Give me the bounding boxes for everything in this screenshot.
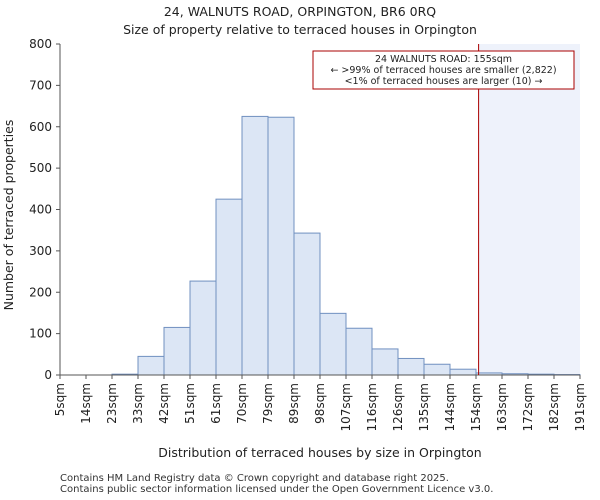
histogram-bar (397, 357, 425, 376)
footer: Contains HM Land Registry data © Crown c… (60, 473, 493, 495)
x-tick-label: 144sqm (443, 383, 457, 431)
x-tick-label: 61sqm (209, 383, 223, 424)
y-tick-label: 300 (29, 244, 52, 258)
x-tick-label: 172sqm (521, 383, 535, 431)
y-tick-label: 400 (29, 203, 52, 217)
y-axis-label: Number of terraced properties (1, 120, 16, 311)
x-tick-label: 107sqm (339, 383, 353, 431)
annotation-box (312, 50, 575, 90)
x-tick-label: 33sqm (131, 383, 145, 424)
y-tick-label: 500 (29, 161, 52, 175)
annotation-line: 24 WALNUTS ROAD: 155sqm (375, 54, 512, 65)
x-tick-label: 42sqm (157, 383, 171, 424)
chart-title-block: 24, WALNUTS ROAD, ORPINGTON, BR6 0RQ Siz… (0, 3, 600, 39)
histogram-bar (189, 280, 217, 376)
histogram-bar (319, 312, 347, 376)
y-tick-label: 700 (29, 78, 52, 92)
footer-line-2: Contains public sector information licen… (60, 484, 494, 495)
x-tick-label: 89sqm (287, 383, 301, 424)
x-tick-label: 79sqm (261, 383, 275, 424)
plot-area: 0 100 200 300 400 500 600 700 800 5sqm 14sqm 23sqm 3… (29, 37, 587, 431)
y-tick-label: 100 (29, 327, 52, 341)
histogram-bar (137, 355, 165, 376)
x-tick-label: 23sqm (105, 383, 119, 424)
footer-line-1: Contains HM Land Registry data © Crown c… (60, 473, 449, 484)
histogram-bar (163, 326, 191, 376)
x-tick-label: 182sqm (547, 383, 561, 431)
x-tick-label: 191sqm (573, 383, 587, 431)
histogram-bar (345, 327, 373, 376)
x-tick-label: 14sqm (79, 383, 93, 424)
histogram-bar (215, 198, 243, 376)
y-tick-label: 600 (29, 120, 52, 134)
x-tick-label: 98sqm (313, 383, 327, 424)
y-tick-label: 0 (44, 368, 52, 382)
annotation-line: <1% of terraced houses are larger (10) → (345, 76, 543, 87)
histogram-bar (293, 232, 321, 376)
x-tick-label: 126sqm (391, 383, 405, 431)
histogram-bar (241, 115, 269, 376)
chart-subtitle: Size of property relative to terraced ho… (123, 22, 477, 37)
histogram-bar (267, 116, 295, 376)
y-tick-label: 200 (29, 285, 52, 299)
x-tick-label: 116sqm (365, 383, 379, 431)
highlight-region (478, 44, 580, 375)
x-tick-label: 154sqm (469, 383, 483, 431)
x-tick-label: 70sqm (235, 383, 249, 424)
x-tick-label: 163sqm (495, 383, 509, 431)
histogram-bar (371, 348, 399, 376)
x-tick-label: 5sqm (53, 383, 67, 416)
annotation-line: ← >99% of terraced houses are smaller (2… (330, 65, 556, 76)
chart-title: 24, WALNUTS ROAD, ORPINGTON, BR6 0RQ (163, 4, 437, 19)
x-tick-label: 51sqm (183, 383, 197, 424)
histogram-bar (423, 363, 451, 376)
histogram-bar (449, 368, 477, 376)
x-axis-label: Distribution of terraced houses by size … (158, 445, 481, 460)
y-tick-label: 800 (29, 37, 52, 51)
x-tick-label: 135sqm (417, 383, 431, 431)
